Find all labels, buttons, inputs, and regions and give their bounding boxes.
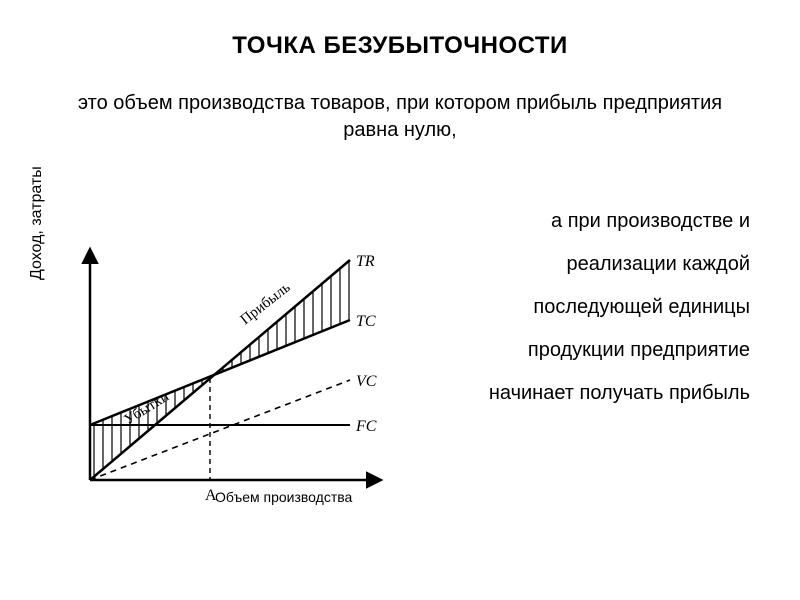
svg-text:TC: TC (356, 313, 376, 330)
page-title: ТОЧКА БЕЗУБЫТОЧНОСТИ (0, 32, 800, 60)
svg-text:Прибыль: Прибыль (238, 279, 294, 328)
right-paragraph: а при производстве и реализации каждой п… (440, 200, 750, 415)
breakeven-chart: Доход, затраты TRTCVCFCУбыткиПрибыльAОбъ… (40, 230, 420, 540)
y-axis-label: Доход, затраты (28, 166, 46, 280)
subtitle: это объем производства товаров, при кото… (70, 90, 730, 144)
svg-text:TR: TR (356, 253, 375, 270)
svg-text:Объем производства: Объем производства (215, 489, 353, 505)
chart-svg: TRTCVCFCУбыткиПрибыльAОбъем производства (40, 230, 420, 540)
svg-text:VC: VC (356, 373, 377, 390)
svg-text:FC: FC (355, 418, 377, 435)
